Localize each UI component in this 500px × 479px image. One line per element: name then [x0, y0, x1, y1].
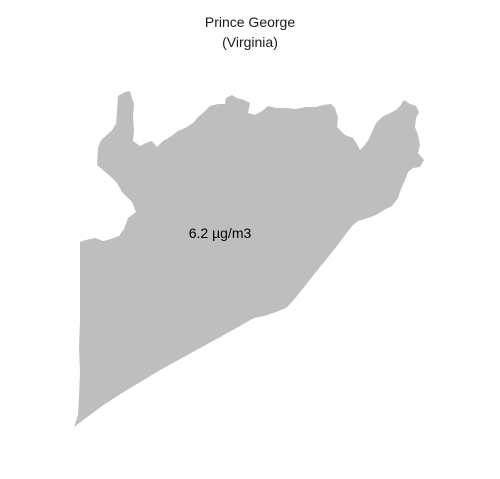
map-title-block: Prince George (Virginia): [0, 12, 500, 52]
county-region-shape: [74, 91, 424, 427]
map-title: Prince George: [204, 14, 296, 30]
region-value-label: 6.2 µg/m3: [189, 225, 252, 241]
map-subtitle: (Virginia): [222, 34, 278, 50]
